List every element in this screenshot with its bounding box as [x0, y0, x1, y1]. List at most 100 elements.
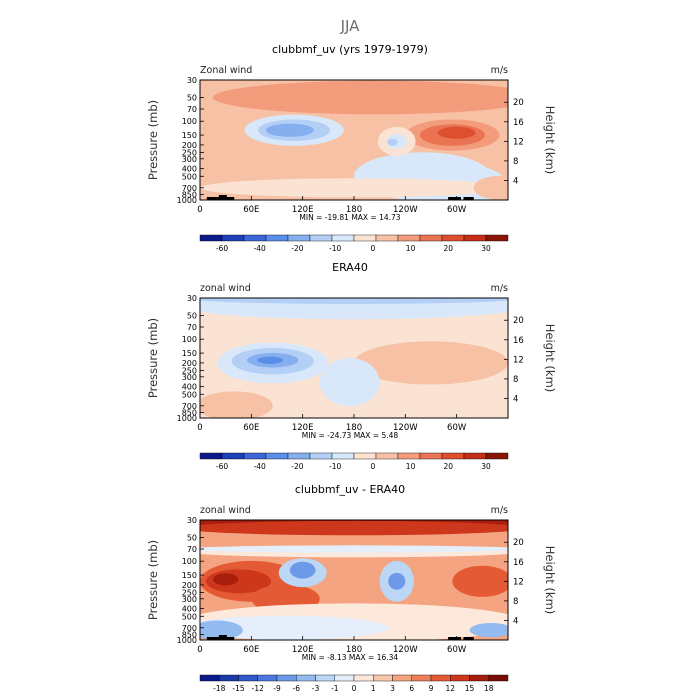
colorbar-swatch	[296, 674, 316, 682]
colorbar-label: 15	[465, 684, 475, 693]
y2-tick-label: 20	[513, 316, 524, 326]
y-tick-label: 250	[182, 149, 197, 158]
y-tick-label: 250	[182, 589, 197, 598]
y-tick-label: 100	[182, 117, 197, 126]
y2-axis-title: Height (km)	[543, 324, 557, 393]
colorbar-swatch	[287, 234, 311, 242]
x-tick-label: 60W	[447, 645, 467, 655]
colorbar-label: 20	[444, 244, 454, 253]
colorbar-label: 12	[445, 684, 455, 693]
x-tick-label: 120W	[393, 423, 418, 433]
y-tick-label: 300	[182, 595, 197, 604]
panel-right-label: m/s	[491, 505, 508, 516]
y-tick-label: 200	[182, 141, 197, 150]
panel-1: clubbmf_uv (yrs 1979-1979) Zonal wind m/s 3…	[146, 43, 557, 253]
y-tick-label: 50	[187, 533, 197, 542]
y-axis-title: Pressure (mb)	[146, 100, 160, 180]
y2-tick-label: 8	[513, 375, 518, 385]
colorbar-label: 30	[481, 462, 491, 471]
y2-axis-title: Height (km)	[543, 546, 557, 615]
colorbar-swatch	[199, 674, 220, 682]
y-tick-label: 70	[187, 105, 197, 114]
contour-region	[354, 341, 508, 385]
y-tick-label: 30	[187, 516, 197, 525]
y-tick-label: 200	[182, 359, 197, 368]
colorbar-label: -60	[216, 244, 228, 253]
topography-mask	[463, 637, 474, 640]
topography-mask	[218, 195, 227, 198]
contour-region	[452, 565, 508, 597]
colorbar-label: -10	[329, 462, 341, 471]
x-tick-label: 120W	[393, 645, 418, 655]
colorbar-label: 6	[409, 684, 414, 693]
colorbar-swatch	[265, 234, 289, 242]
y2-tick-label: 20	[513, 98, 524, 108]
topography-mask	[218, 635, 227, 638]
colorbar-swatch	[375, 234, 399, 242]
x-tick-label: 60E	[243, 205, 259, 215]
panel-left-label: Zonal wind	[200, 65, 252, 76]
colorbar-label: 0	[352, 684, 357, 693]
contour-region	[200, 520, 508, 536]
colorbar-swatch	[488, 674, 509, 682]
y2-tick-label: 8	[513, 597, 518, 607]
colorbar-swatch	[243, 234, 267, 242]
y2-tick-label: 16	[513, 336, 524, 346]
colorbar-swatch	[276, 674, 297, 682]
contour-region	[200, 545, 508, 553]
y-tick-label: 400	[182, 605, 197, 614]
colorbar-label: -60	[216, 462, 228, 471]
colorbar-swatch	[397, 234, 421, 242]
x-tick-label: 120E	[292, 423, 314, 433]
topography-mask	[448, 637, 461, 640]
y2-tick-label: 8	[513, 157, 518, 167]
colorbar-swatch	[392, 674, 412, 682]
x-tick-label: 0	[197, 645, 202, 655]
colorbar-swatch	[397, 452, 421, 460]
y-tick-label: 400	[182, 165, 197, 174]
colorbar-label: 0	[370, 244, 375, 253]
x-tick-label: 60E	[243, 423, 259, 433]
x-tick-label: 120E	[292, 645, 314, 655]
colorbar-label: -18	[213, 684, 225, 693]
colorbar: -18 -15 -12 -9 -6 -3 -1 0 1 3 6 9 12 15 18	[199, 674, 509, 693]
y-tick-label: 700	[182, 184, 197, 193]
colorbar-swatch	[331, 234, 355, 242]
y-tick-label: 30	[187, 76, 197, 85]
y-tick-label: 150	[182, 131, 197, 140]
x-tick-label: 120W	[393, 205, 418, 215]
colorbar-swatch	[375, 452, 399, 460]
colorbar-swatch	[309, 452, 333, 460]
panel-title: clubbmf_uv (yrs 1979-1979)	[272, 43, 428, 56]
colorbar-swatch	[221, 234, 245, 242]
colorbar-label: -10	[329, 244, 341, 253]
colorbar-swatch	[243, 452, 267, 460]
colorbar-swatch	[199, 234, 223, 242]
contour-region	[388, 572, 406, 590]
contour-region	[469, 622, 508, 638]
topography-mask	[448, 197, 461, 200]
colorbar-swatch	[331, 452, 355, 460]
colorbar-swatch	[485, 452, 509, 460]
y2-tick-label: 20	[513, 538, 524, 548]
y-tick-label: 70	[187, 545, 197, 554]
panel-right-label: m/s	[491, 283, 508, 294]
y-tick-label: 70	[187, 323, 197, 332]
x-tick-label: 0	[197, 423, 202, 433]
colorbar-swatch	[419, 234, 443, 242]
contour-field	[200, 520, 508, 640]
y-tick-label: 850	[182, 408, 197, 417]
colorbar-swatch	[315, 674, 335, 682]
contour-region	[200, 615, 389, 640]
colorbar-swatch	[441, 452, 465, 460]
y-tick-label: 150	[182, 571, 197, 580]
contour-region	[289, 561, 316, 579]
y2-tick-label: 12	[513, 355, 524, 365]
colorbar-swatch	[265, 452, 289, 460]
colorbar-swatch	[287, 452, 311, 460]
contour-region	[473, 175, 508, 200]
y-tick-label: 400	[182, 383, 197, 392]
colorbar-label: -15	[232, 684, 244, 693]
